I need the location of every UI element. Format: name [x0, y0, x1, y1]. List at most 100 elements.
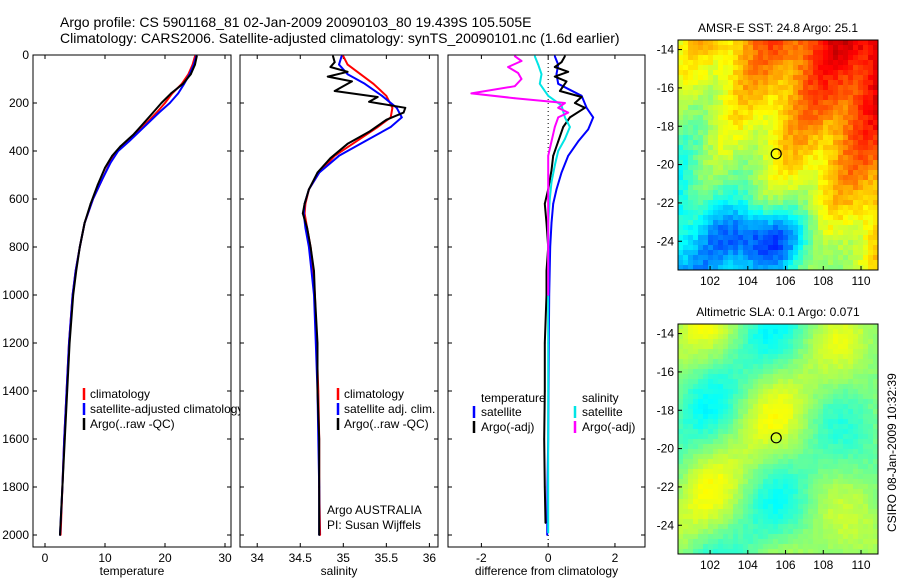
heatmap-cell: [688, 160, 694, 166]
heatmap-cell: [723, 524, 729, 530]
heatmap-cell: [688, 399, 694, 405]
heatmap-cell: [728, 329, 734, 335]
heatmap-cell: [838, 220, 844, 226]
heatmap-cell: [688, 454, 694, 460]
heatmap-cell: [783, 364, 789, 370]
heatmap-cell: [823, 379, 829, 385]
heatmap-cell: [823, 135, 829, 141]
heatmap-cell: [823, 155, 829, 161]
heatmap-cell: [718, 95, 724, 101]
legend-label: satellite: [582, 405, 623, 419]
heatmap-cell: [853, 339, 859, 345]
heatmap-cell: [778, 369, 784, 375]
heatmap-cell: [728, 369, 734, 375]
heatmap-cell: [733, 135, 739, 141]
heatmap-cell: [848, 379, 854, 385]
heatmap-cell: [708, 459, 714, 465]
heatmap-cell: [768, 115, 774, 121]
heatmap-cell: [743, 509, 749, 515]
x-tick-label: -2: [476, 551, 487, 565]
heatmap-cell: [863, 90, 869, 96]
heatmap-cell: [768, 220, 774, 226]
heatmap-cell: [833, 364, 839, 370]
heatmap-cell: [703, 539, 709, 545]
heatmap-cell: [763, 454, 769, 460]
heatmap-cell: [853, 349, 859, 355]
heatmap-cell: [853, 55, 859, 61]
heatmap-cell: [753, 140, 759, 146]
heatmap-cell: [823, 374, 829, 380]
heatmap-cell: [733, 40, 739, 46]
heatmap-cell: [863, 110, 869, 116]
heatmap-cell: [693, 359, 699, 365]
heatmap-cell: [738, 255, 744, 261]
heatmap-cell: [678, 489, 684, 495]
heatmap-cell: [763, 399, 769, 405]
heatmap-cell: [708, 534, 714, 540]
heatmap-cell: [713, 374, 719, 380]
heatmap-cell: [833, 499, 839, 505]
x-axis-label: temperature: [100, 564, 165, 578]
heatmap-cell: [808, 125, 814, 131]
heatmap-cell: [868, 120, 874, 126]
heatmap-cell: [863, 469, 869, 475]
heatmap-cell: [688, 499, 694, 505]
heatmap-cell: [693, 75, 699, 81]
heatmap-cell: [748, 464, 754, 470]
heatmap-cell: [853, 265, 859, 271]
heatmap-cell: [788, 484, 794, 490]
heatmap-cell: [778, 65, 784, 71]
heatmap-cell: [838, 424, 844, 430]
heatmap-cell: [773, 449, 779, 455]
heatmap-cell: [853, 409, 859, 415]
heatmap-cell: [733, 324, 739, 330]
heatmap-cell: [788, 439, 794, 445]
heatmap-cell: [833, 334, 839, 340]
heatmap-cell: [763, 65, 769, 71]
heatmap-cell: [823, 339, 829, 345]
heatmap-cell: [868, 140, 874, 146]
heatmap-cell: [858, 95, 864, 101]
heatmap-cell: [788, 40, 794, 46]
heatmap-cell: [688, 105, 694, 111]
heatmap-cell: [788, 354, 794, 360]
heatmap-cell: [818, 364, 824, 370]
heatmap-cell: [848, 449, 854, 455]
data-point: [553, 66, 556, 68]
heatmap-cell: [723, 404, 729, 410]
heatmap-cell: [678, 394, 684, 400]
heatmap-cell: [748, 429, 754, 435]
heatmap-cell: [848, 484, 854, 490]
heatmap-cell: [803, 60, 809, 66]
heatmap-cell: [798, 175, 804, 181]
heatmap-cell: [708, 130, 714, 136]
heatmap-cell: [748, 45, 754, 51]
heatmap-cell: [693, 110, 699, 116]
heatmap-cell: [858, 205, 864, 211]
heatmap-cell: [713, 185, 719, 191]
heatmap-cell: [688, 215, 694, 221]
data-point: [553, 164, 556, 167]
heatmap-cell: [793, 90, 799, 96]
heatmap-cell: [818, 175, 824, 181]
heatmap-cell: [823, 190, 829, 196]
heatmap-cell: [693, 140, 699, 146]
heatmap-cell: [763, 100, 769, 106]
series-line-argo-raw-qc-: [301, 55, 407, 535]
heatmap-cell: [848, 205, 854, 211]
heatmap-cell: [803, 265, 809, 271]
heatmap-cell: [868, 45, 874, 51]
data-point: [545, 222, 548, 224]
heatmap-cell: [688, 100, 694, 106]
heatmap-cell: [823, 125, 829, 131]
heatmap-cell: [738, 45, 744, 51]
heatmap-cell: [788, 190, 794, 196]
series-group: [59, 55, 198, 536]
heatmap-cell: [788, 170, 794, 176]
heatmap-cell: [698, 434, 704, 440]
data-point: [195, 55, 198, 58]
heatmap-cell: [823, 409, 829, 415]
heatmap-cell: [773, 165, 779, 171]
heatmap-cell: [778, 40, 784, 46]
heatmap-cell: [793, 404, 799, 410]
